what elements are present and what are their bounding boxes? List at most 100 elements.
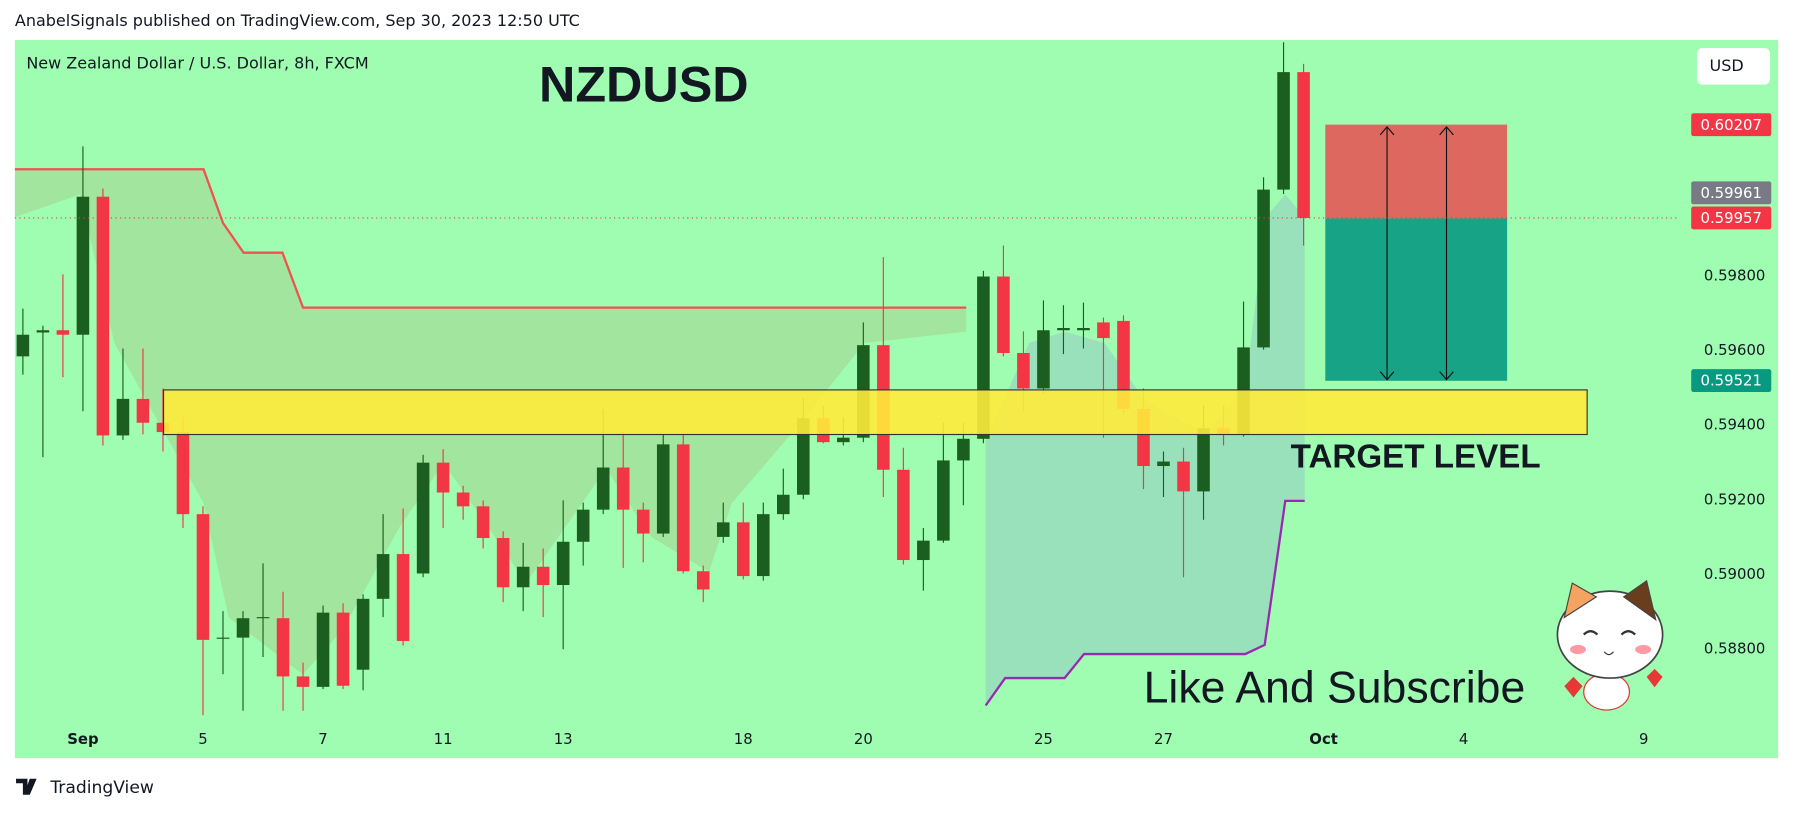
price-label-box [1691,369,1772,393]
candle-body [696,571,710,590]
candle-body [937,460,950,541]
y-tick-label: 0.59400 [1704,416,1765,434]
candle-body [456,492,470,507]
candle-body [1037,330,1050,389]
price-label: 0.59961 [1700,184,1761,202]
candle-body [1117,320,1130,409]
candle-body [376,554,390,599]
price-label-box [1691,206,1772,230]
candle-body [356,598,370,670]
candle-body [837,437,850,443]
y-tick-label: 0.59200 [1704,490,1765,508]
annotation: TARGET LEVEL [1291,438,1541,475]
currency-button[interactable] [1696,48,1771,85]
candle-body [536,566,550,586]
candle-body [636,509,650,534]
x-tick-label: 27 [1154,730,1173,748]
candle-body [496,538,510,588]
candle-body [336,612,350,686]
candle-body [276,618,290,677]
y-tick-label: 0.58800 [1704,640,1765,658]
candle-body [96,196,110,436]
position-arrows [1379,126,1454,381]
candle-body [1197,428,1210,492]
candle-body [716,522,730,537]
currency-label[interactable]: USD [1710,56,1744,75]
stop-loss-box [1325,124,1508,219]
candle-body [656,444,670,534]
candle-body [396,554,410,641]
candle-body [1057,328,1070,331]
x-tick-label: 18 [734,730,753,748]
candle-body [556,541,570,586]
candle-body [256,617,270,619]
candle-body [36,330,50,333]
candle-body [76,196,90,335]
candle-body [56,330,70,335]
candle-body [196,514,210,640]
candle-body [516,566,530,588]
candle-body [616,467,630,510]
footer: TradingView [49,778,154,798]
candle-body [176,432,190,515]
symbol-description: New Zealand Dollar / U.S. Dollar, 8h, FX… [26,54,368,73]
price-label-box [1691,181,1772,205]
chart-title: NZDUSD [539,55,749,112]
price-label: 0.60207 [1700,116,1761,134]
candle-body [917,540,930,561]
candle-body [997,276,1010,353]
candle-body [957,438,970,461]
candle-body [777,494,790,515]
candle-body [1257,189,1270,348]
y-tick-label: 0.59000 [1704,565,1765,583]
price-label: 0.59521 [1700,372,1761,390]
candle-body [897,469,910,561]
price-label-box [1691,113,1772,137]
x-tick-label: 4 [1459,730,1468,748]
candle-body [216,637,230,639]
candle-body [1017,352,1030,389]
x-tick-label: 5 [198,730,207,748]
candle-body [476,506,490,539]
candle-body [756,514,770,577]
y-tick-label: 0.59600 [1704,341,1765,359]
candle-body [1177,461,1190,492]
upper-channel-line [14,168,967,309]
candle-body [596,467,610,510]
x-tick-label: 11 [434,730,453,748]
candle-body [16,334,30,357]
lower-channel-line [984,499,1305,707]
candle-body [676,444,690,572]
x-tick-label: Sep [67,730,98,748]
candles [16,42,1310,716]
candle-body [1157,461,1170,467]
candle-body [316,612,330,687]
header: AnabelSignals published on TradingView.c… [15,11,580,30]
x-tick-label: Oct [1309,730,1338,748]
candle-body [576,509,590,542]
candle-body [1297,72,1310,218]
candle-body [736,522,750,577]
candle-body [116,398,130,436]
annotation: Like And Subscribe [1144,663,1526,712]
target-zone [162,389,1588,436]
footer-logo [16,778,37,795]
candle-body [416,462,430,574]
candle-body [797,418,810,495]
sticker [1556,579,1664,711]
candle-body [1097,322,1110,339]
candle-body [1077,328,1090,331]
y-tick-label: 0.59800 [1704,267,1765,285]
candle-body [136,398,150,423]
x-tick-label: 25 [1034,730,1053,748]
candle-body [436,462,450,493]
candle-body [296,676,310,687]
x-tick-label: 13 [554,730,573,748]
x-tick-label: 9 [1639,730,1648,748]
candle-body [1277,72,1290,190]
x-tick-label: 7 [318,730,327,748]
take-profit-box [1325,218,1508,381]
candle-body [236,618,250,638]
